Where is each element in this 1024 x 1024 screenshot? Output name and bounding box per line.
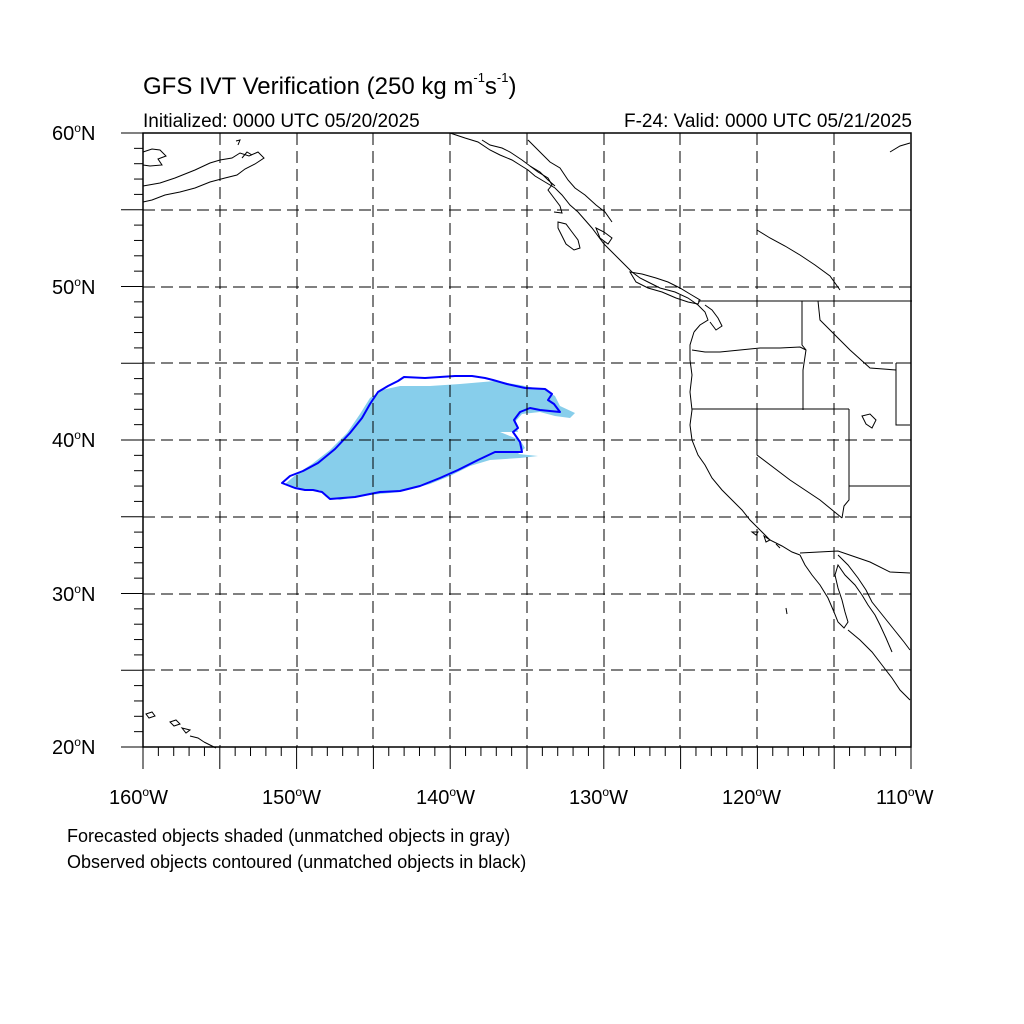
observed-object-contour	[281, 375, 561, 500]
state-borders	[691, 229, 912, 574]
forecast-object	[285, 381, 575, 500]
initialized-time: Initialized: 0000 UTC 05/20/2025	[143, 111, 420, 132]
lon-label-140w: 140oW	[416, 785, 475, 809]
graticule	[143, 133, 911, 747]
chart-title: GFS IVT Verification (250 kg m-1s-1)	[143, 70, 517, 100]
legend-note-observed: Observed objects contoured (unmatched ob…	[67, 852, 527, 872]
lon-label-160w: 160oW	[109, 785, 168, 809]
lon-label-110w: 110oW	[876, 785, 934, 809]
legend-note-forecast: Forecasted objects shaded (unmatched obj…	[67, 826, 511, 846]
valid-time: F-24: Valid: 0000 UTC 05/21/2025	[624, 111, 912, 132]
lon-label-130w: 130oW	[569, 785, 628, 809]
lat-label-40: 40oN	[52, 428, 96, 452]
lat-label-50: 50oN	[52, 275, 96, 299]
lat-label-60: 60oN	[52, 121, 96, 145]
lat-label-30: 30oN	[52, 582, 96, 606]
lon-label-150w: 150oW	[262, 785, 321, 809]
axis-ticks	[121, 132, 912, 769]
lon-label-120w: 120oW	[722, 785, 781, 809]
lat-label-20: 20oN	[52, 735, 96, 759]
